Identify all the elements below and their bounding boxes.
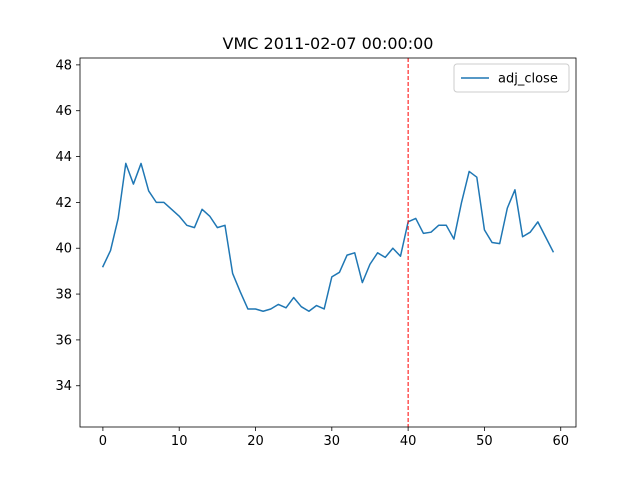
- y-tick-label: 46: [55, 104, 72, 119]
- axes-frame: [79, 57, 577, 428]
- y-tick-label: 44: [55, 150, 72, 165]
- y-tick-label: 36: [55, 333, 72, 348]
- legend-box: [453, 63, 570, 93]
- x-tick-label: 30: [324, 434, 341, 449]
- y-tick-label: 42: [55, 196, 72, 211]
- x-tick-label: 20: [247, 434, 264, 449]
- x-tick-label: 60: [552, 434, 569, 449]
- x-tick-label: 10: [171, 434, 188, 449]
- series-line-adj_close: [101, 162, 555, 313]
- y-tick-label: 40: [55, 242, 72, 257]
- x-tick-label: 40: [400, 434, 417, 449]
- legend-label: adj_close: [498, 72, 558, 87]
- y-tick-label: 38: [55, 288, 72, 303]
- y-tick-label: 48: [55, 58, 72, 73]
- y-tick-label: 34: [55, 379, 72, 394]
- chart-title: VMC 2011-02-07 00:00:00: [223, 34, 434, 53]
- x-tick-label: 0: [99, 434, 107, 449]
- x-tick-label: 50: [476, 434, 493, 449]
- plot-area: 0 10 20 30 40 50 60 34 36 38 40 42 44 46 48 adj_close: [55, 57, 577, 449]
